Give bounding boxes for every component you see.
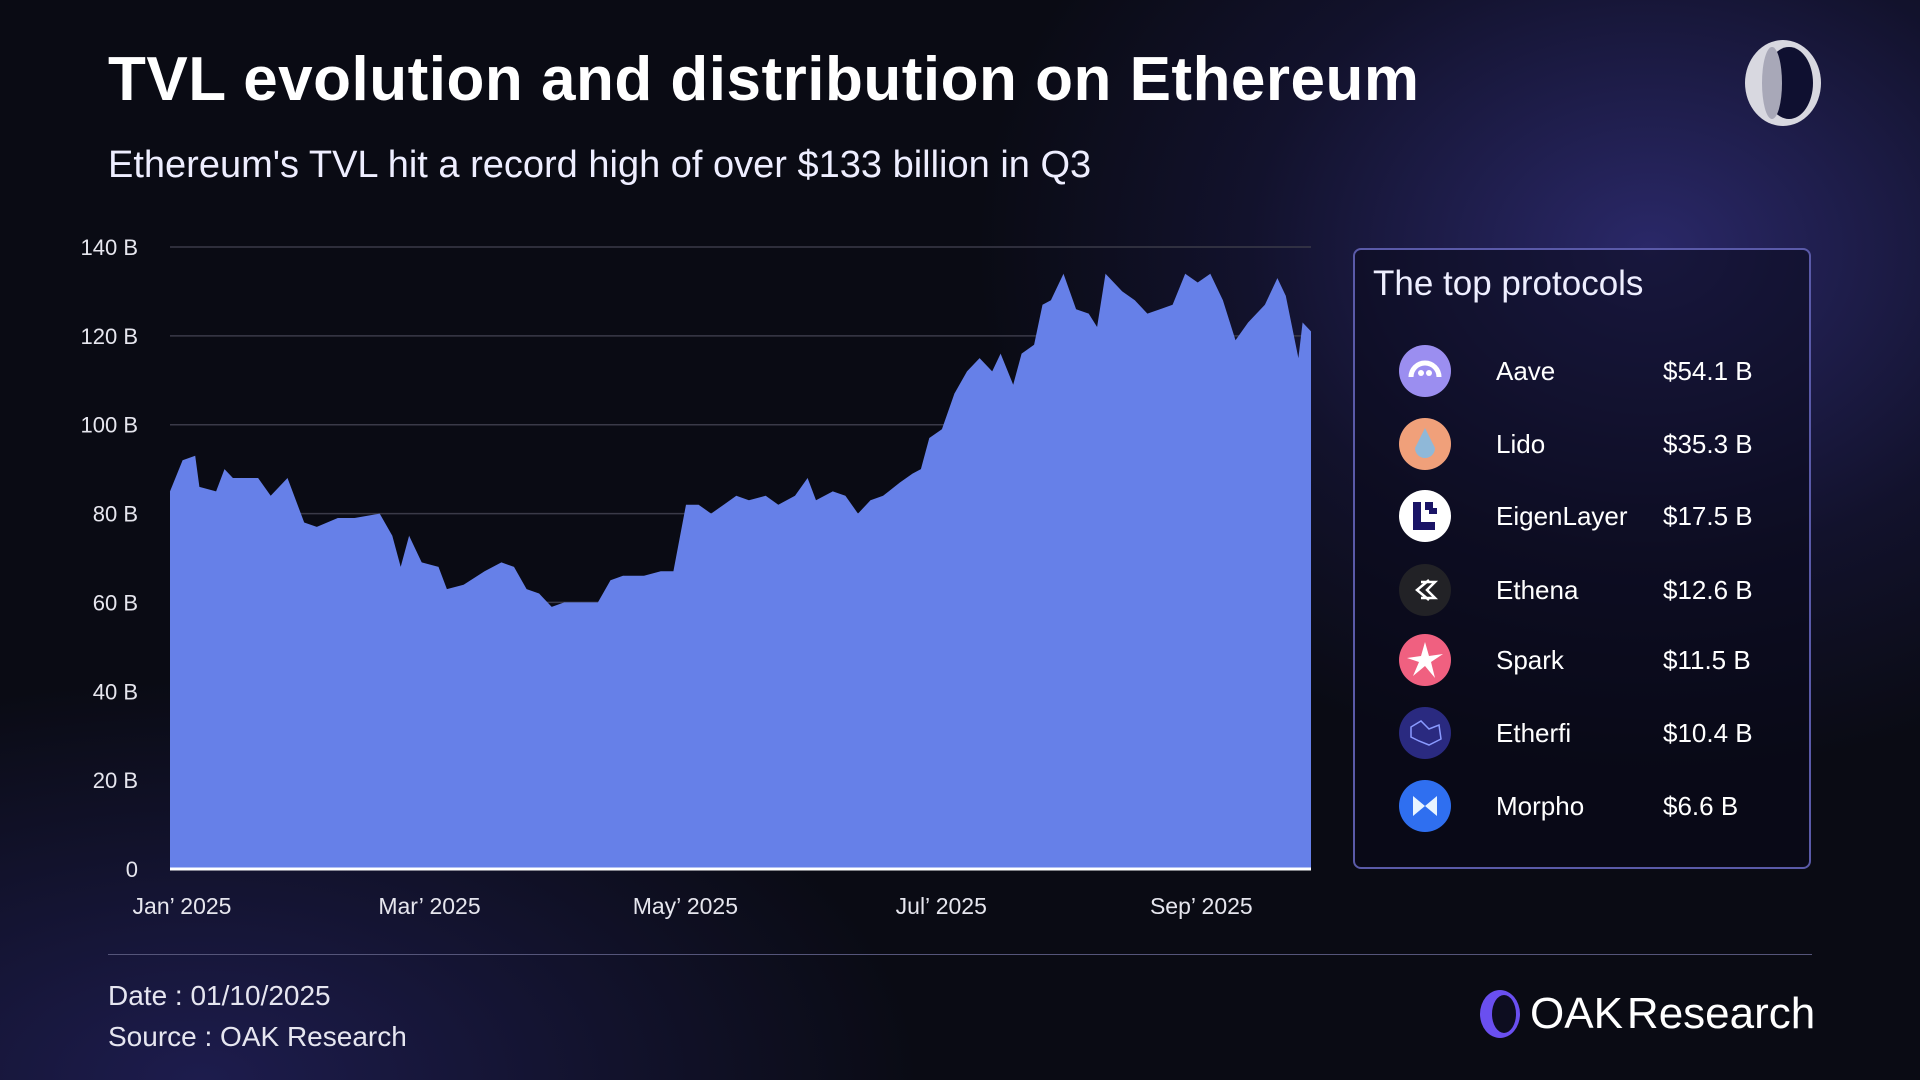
protocol-value: $17.5 B <box>1663 501 1753 531</box>
protocol-name: Ethena <box>1496 575 1579 605</box>
y-tick-label: 140 B <box>81 235 139 260</box>
protocol-row-aave: Aave $54.1 B <box>1355 345 1809 397</box>
tvl-area-chart: 0 20 B 40 B 60 B 80 B 100 B 120 B 140 B Jan’ 202… <box>81 235 1312 919</box>
y-tick-label: 0 <box>126 857 138 882</box>
spark-star-icon <box>1399 634 1451 686</box>
protocol-name: Morpho <box>1496 791 1585 821</box>
oak-logo-icon <box>1745 40 1821 126</box>
brand-research: Research <box>1626 989 1816 1038</box>
tvl-area-series <box>170 273 1311 869</box>
top-protocols-panel: The top protocols Aave $54.1 B Lido $35.3 B… <box>1353 248 1811 869</box>
date-label: Date : 01/10/2025 <box>108 980 331 1011</box>
x-tick-label: May’ 2025 <box>633 893 738 919</box>
oak-brand-icon <box>1480 990 1520 1038</box>
protocol-row-eigenlayer: EigenLayer $17.5 B <box>1355 490 1809 542</box>
x-tick-label: Mar’ 2025 <box>378 893 480 919</box>
morpho-butterfly-icon <box>1399 780 1451 832</box>
protocol-name: Lido <box>1496 429 1546 459</box>
protocol-value: $12.6 B <box>1663 575 1753 605</box>
protocol-value: $35.3 B <box>1663 429 1753 459</box>
y-tick-label: 40 B <box>93 679 138 704</box>
y-tick-label: 80 B <box>93 502 138 527</box>
x-tick-label: Jan’ 2025 <box>133 893 232 919</box>
brand-oak: OAK <box>1530 989 1623 1038</box>
protocol-value: $54.1 B <box>1663 356 1753 386</box>
protocol-value: $10.4 B <box>1663 718 1753 748</box>
protocol-value: $6.6 B <box>1663 791 1739 821</box>
eigenlayer-icon <box>1399 490 1451 542</box>
ethena-icon <box>1399 564 1451 616</box>
y-tick-label: 20 B <box>93 768 138 793</box>
protocol-row-morpho: Morpho $6.6 B <box>1355 780 1809 832</box>
protocol-row-lido: Lido $35.3 B <box>1355 418 1809 470</box>
lido-drop-icon <box>1399 418 1451 470</box>
protocol-name: EigenLayer <box>1496 501 1628 531</box>
protocol-name: Spark <box>1496 645 1564 675</box>
source-label: Source : OAK Research <box>108 1021 407 1052</box>
page-title: TVL evolution and distribution on Ethere… <box>108 45 1420 114</box>
protocol-value: $11.5 B <box>1663 645 1751 675</box>
protocol-row-spark: Spark $11.5 B <box>1355 634 1809 686</box>
etherfi-icon <box>1399 707 1451 759</box>
footer-divider <box>108 954 1812 955</box>
protocol-row-ethena: Ethena $12.6 B <box>1355 564 1809 616</box>
y-tick-label: 120 B <box>81 324 139 349</box>
x-tick-label: Jul’ 2025 <box>896 893 987 919</box>
page-subtitle: Ethereum's TVL hit a record high of over… <box>108 144 1092 186</box>
y-tick-label: 100 B <box>81 413 139 438</box>
y-tick-label: 60 B <box>93 590 138 615</box>
oak-research-brand: OAK Research <box>1478 986 1815 1042</box>
x-tick-label: Sep’ 2025 <box>1150 893 1253 919</box>
protocol-row-etherfi: Etherfi $10.4 B <box>1355 707 1809 759</box>
protocol-name: Etherfi <box>1496 718 1572 748</box>
aave-ghost-icon <box>1399 345 1451 397</box>
panel-title: The top protocols <box>1373 264 1644 303</box>
protocol-name: Aave <box>1496 356 1556 386</box>
